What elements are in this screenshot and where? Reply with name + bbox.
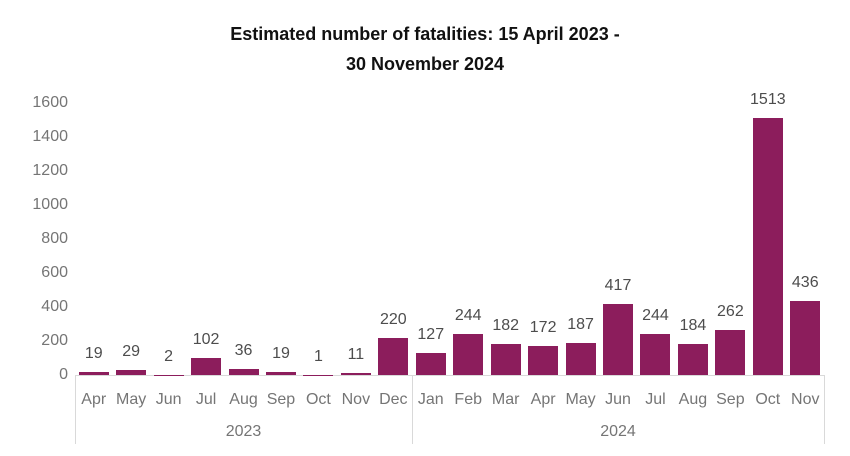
bar-value-label-dec-2023: 220 xyxy=(379,310,407,328)
bar-value-label-oct-2024: 1513 xyxy=(750,90,786,108)
bar-jul-2023 xyxy=(191,357,222,375)
bar-may-2023 xyxy=(116,370,147,375)
y-axis-tick-label-800: 800 xyxy=(41,230,68,247)
bar-jul-2024 xyxy=(640,333,671,375)
bar-jan-2024 xyxy=(415,353,446,375)
bar-value-label-mar-2024: 182 xyxy=(492,317,520,335)
x-axis-month-label-jun-2024: Jun xyxy=(605,391,631,408)
bar-value-label-jul-2024: 244 xyxy=(642,306,669,324)
bar-mar-2024 xyxy=(490,344,521,375)
x-axis-month-label-nov-2023: Nov xyxy=(341,391,371,408)
bar-value-label-jun-2023: 2 xyxy=(164,347,174,365)
bar-feb-2024 xyxy=(453,333,484,375)
axis-group-divider xyxy=(412,375,414,444)
x-axis-month-label-jul-2024: Jul xyxy=(645,391,666,408)
bar-value-label-may-2024: 187 xyxy=(567,316,594,334)
x-axis-month-label-sep-2024: Sep xyxy=(716,391,745,408)
x-axis-year-label-2024: 2024 xyxy=(600,423,636,440)
bar-value-label-sep-2023: 19 xyxy=(272,344,290,362)
bar-apr-2024 xyxy=(528,345,559,375)
x-axis-month-label-may-2024: May xyxy=(565,391,596,408)
chart-title-line-2: 30 November 2024 xyxy=(345,54,505,74)
bar-value-label-jun-2024: 417 xyxy=(604,277,632,295)
x-axis-month-label-apr-2024: Apr xyxy=(530,391,556,408)
x-axis-month-label-feb-2024: Feb xyxy=(454,391,482,408)
x-axis-month-label-dec-2023: Dec xyxy=(379,391,408,408)
y-axis-tick-label-1200: 1200 xyxy=(32,162,68,179)
y-axis-tick-label-600: 600 xyxy=(41,264,68,281)
y-axis-tick-label-200: 200 xyxy=(41,332,68,349)
bar-value-label-apr-2024: 172 xyxy=(529,318,557,336)
bar-value-label-jan-2024: 127 xyxy=(417,326,445,344)
bar-oct-2024 xyxy=(752,117,783,375)
x-axis-month-label-apr-2023: Apr xyxy=(81,391,107,408)
bar-value-label-apr-2023: 19 xyxy=(84,344,103,362)
bar-apr-2023 xyxy=(78,371,109,375)
bar-value-label-jul-2023: 102 xyxy=(192,330,220,348)
y-axis-tick-label-1600: 1600 xyxy=(32,94,68,111)
bar-value-label-nov-2024: 436 xyxy=(791,273,819,291)
bar-value-label-oct-2023: 1 xyxy=(313,347,323,365)
y-axis-tick-label-400: 400 xyxy=(41,298,68,315)
x-axis-month-label-oct-2023: Oct xyxy=(305,391,331,408)
chart-title-line-1: Estimated number of fatalities: 15 April… xyxy=(230,24,620,44)
x-axis-month-label-jan-2024: Jan xyxy=(417,391,444,408)
bar-may-2024 xyxy=(565,343,596,375)
bar-value-label-sep-2024: 262 xyxy=(717,303,744,321)
x-axis-line xyxy=(75,375,824,376)
x-axis-month-label-mar-2024: Mar xyxy=(491,391,520,408)
y-axis-tick-label-1400: 1400 xyxy=(32,128,68,145)
bar-value-label-feb-2024: 244 xyxy=(454,306,482,324)
y-axis-tick-label-1000: 1000 xyxy=(32,196,68,213)
bar-dec-2023 xyxy=(378,337,409,375)
x-axis-month-label-jul-2023: Jul xyxy=(195,391,217,408)
axis-group-tick-left xyxy=(75,375,76,444)
bar-sep-2024 xyxy=(715,330,746,375)
x-axis-month-label-aug-2024: Aug xyxy=(678,391,708,408)
x-axis-month-label-nov-2024: Nov xyxy=(791,391,820,408)
bar-value-label-aug-2024: 184 xyxy=(679,316,707,334)
bar-jun-2024 xyxy=(603,304,634,375)
x-axis-month-label-jun-2023: Jun xyxy=(155,391,182,408)
y-axis-tick-label-0: 0 xyxy=(59,366,68,383)
x-axis-year-label-2023: 2023 xyxy=(225,423,262,440)
bar-sep-2023 xyxy=(265,371,296,375)
bar-nov-2024 xyxy=(790,300,821,375)
x-axis-month-label-sep-2023: Sep xyxy=(266,391,296,408)
bar-value-label-aug-2023: 36 xyxy=(234,341,253,359)
x-axis-month-label-may-2023: May xyxy=(116,391,147,408)
x-axis-month-label-aug-2023: Aug xyxy=(229,391,258,408)
bar-aug-2024 xyxy=(677,343,708,375)
bar-aug-2023 xyxy=(228,368,259,375)
x-axis-month-label-oct-2024: Oct xyxy=(755,391,781,408)
chart-title: Estimated number of fatalities: 15 April… xyxy=(0,19,850,79)
bar-value-label-may-2023: 29 xyxy=(122,343,141,361)
axis-group-tick-right xyxy=(824,375,825,444)
bar-value-label-nov-2023: 11 xyxy=(347,346,365,364)
bar-nov-2023 xyxy=(340,373,371,375)
